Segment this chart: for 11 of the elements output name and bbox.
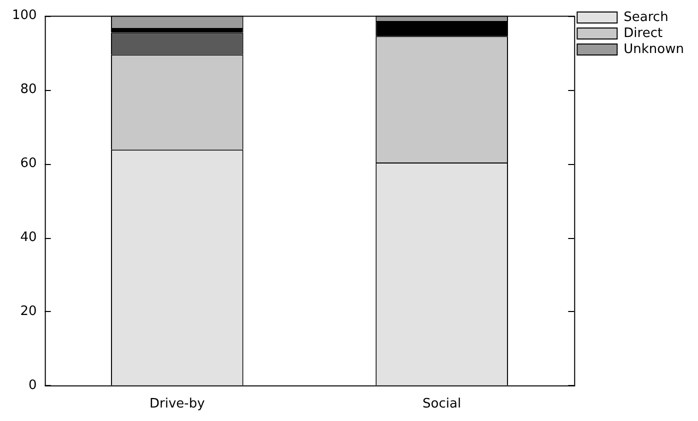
legend-label: Unknown	[624, 42, 684, 57]
y-tick-label: 100	[12, 8, 37, 24]
legend-label: Search	[624, 10, 668, 25]
x-tick-label: Social	[422, 396, 462, 412]
x-tick-label: Drive-by	[150, 396, 206, 412]
y-tick-label: 60	[20, 156, 37, 172]
y-tick-label: 80	[20, 82, 37, 98]
y-tick-label: 40	[20, 230, 37, 245]
legend-label: Direct	[624, 26, 663, 41]
y-tick-label: 0	[28, 378, 37, 393]
y-tick-label: 20	[20, 304, 37, 319]
